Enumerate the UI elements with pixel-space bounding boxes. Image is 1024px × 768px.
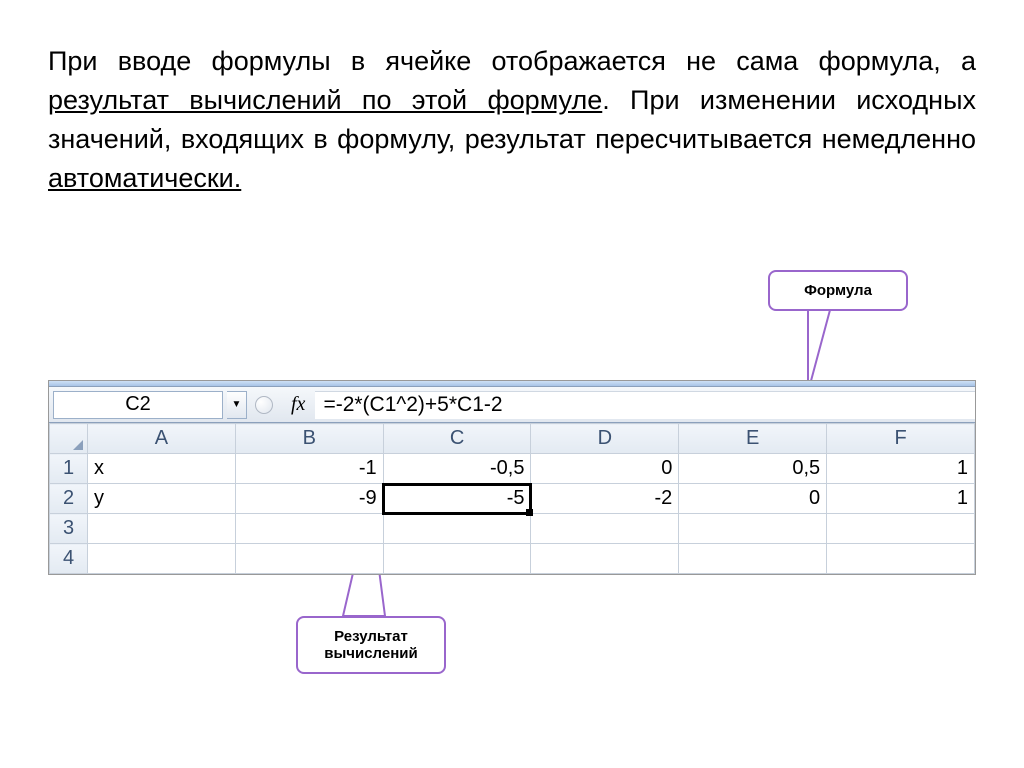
formula-bar: C2 ▼ fx =-2*(C1^2)+5*C1-2 [49,387,975,423]
cell-F3[interactable] [827,514,975,544]
formula-input[interactable]: =-2*(C1^2)+5*C1-2 [315,391,975,419]
cell-C2[interactable]: -5 [383,484,531,514]
callout-result-label: Результат вычислений [324,628,417,662]
row-header-4[interactable]: 4 [50,544,88,574]
para-part1: При вводе формулы в ячейке отображается … [48,46,976,76]
cell-B1[interactable]: -1 [235,454,383,484]
row-header-2[interactable]: 2 [50,484,88,514]
formula-bar-buttons [247,396,281,414]
table-row: 1 x -1 -0,5 0 0,5 1 [50,454,975,484]
table-row: 4 [50,544,975,574]
cell-E4[interactable] [679,544,827,574]
para-underlined1: результат вычислений по этой формуле [48,85,602,115]
name-box-dropdown[interactable]: ▼ [227,391,247,419]
callout-result: Результат вычислений [296,616,446,674]
cell-C4[interactable] [383,544,531,574]
table-row: 3 [50,514,975,544]
callout-formula-label: Формула [804,282,872,299]
cell-A3[interactable] [88,514,236,544]
fx-icon[interactable]: fx [281,393,315,416]
col-header-F[interactable]: F [827,424,975,454]
col-header-C[interactable]: C [383,424,531,454]
chevron-down-icon: ▼ [232,399,242,410]
cell-E1[interactable]: 0,5 [679,454,827,484]
explanatory-paragraph: При вводе формулы в ячейке отображается … [48,42,976,199]
cell-E2[interactable]: 0 [679,484,827,514]
cell-C3[interactable] [383,514,531,544]
col-header-E[interactable]: E [679,424,827,454]
column-header-row: A B C D E F [50,424,975,454]
row-header-3[interactable]: 3 [50,514,88,544]
cell-F2[interactable]: 1 [827,484,975,514]
col-header-B[interactable]: B [235,424,383,454]
cell-D4[interactable] [531,544,679,574]
cancel-formula-icon[interactable] [255,396,273,414]
cell-C1[interactable]: -0,5 [383,454,531,484]
spreadsheet: C2 ▼ fx =-2*(C1^2)+5*C1-2 A B C D E F 1 … [48,380,976,575]
para-underlined2: автоматически. [48,163,241,193]
cells-grid: A B C D E F 1 x -1 -0,5 0 0,5 1 2 y -9 -… [49,423,975,574]
formula-text: =-2*(C1^2)+5*C1-2 [323,393,502,417]
col-header-A[interactable]: A [88,424,236,454]
row-header-1[interactable]: 1 [50,454,88,484]
cell-D1[interactable]: 0 [531,454,679,484]
cell-D2[interactable]: -2 [531,484,679,514]
cell-A2[interactable]: y [88,484,236,514]
cell-B4[interactable] [235,544,383,574]
name-box[interactable]: C2 [53,391,223,419]
table-row: 2 y -9 -5 -2 0 1 [50,484,975,514]
cell-B2[interactable]: -9 [235,484,383,514]
name-box-value: C2 [125,393,151,416]
select-all-corner[interactable] [50,424,88,454]
col-header-D[interactable]: D [531,424,679,454]
cell-A4[interactable] [88,544,236,574]
cell-B3[interactable] [235,514,383,544]
cell-D3[interactable] [531,514,679,544]
cell-A1[interactable]: x [88,454,236,484]
cell-F4[interactable] [827,544,975,574]
cell-E3[interactable] [679,514,827,544]
cell-F1[interactable]: 1 [827,454,975,484]
